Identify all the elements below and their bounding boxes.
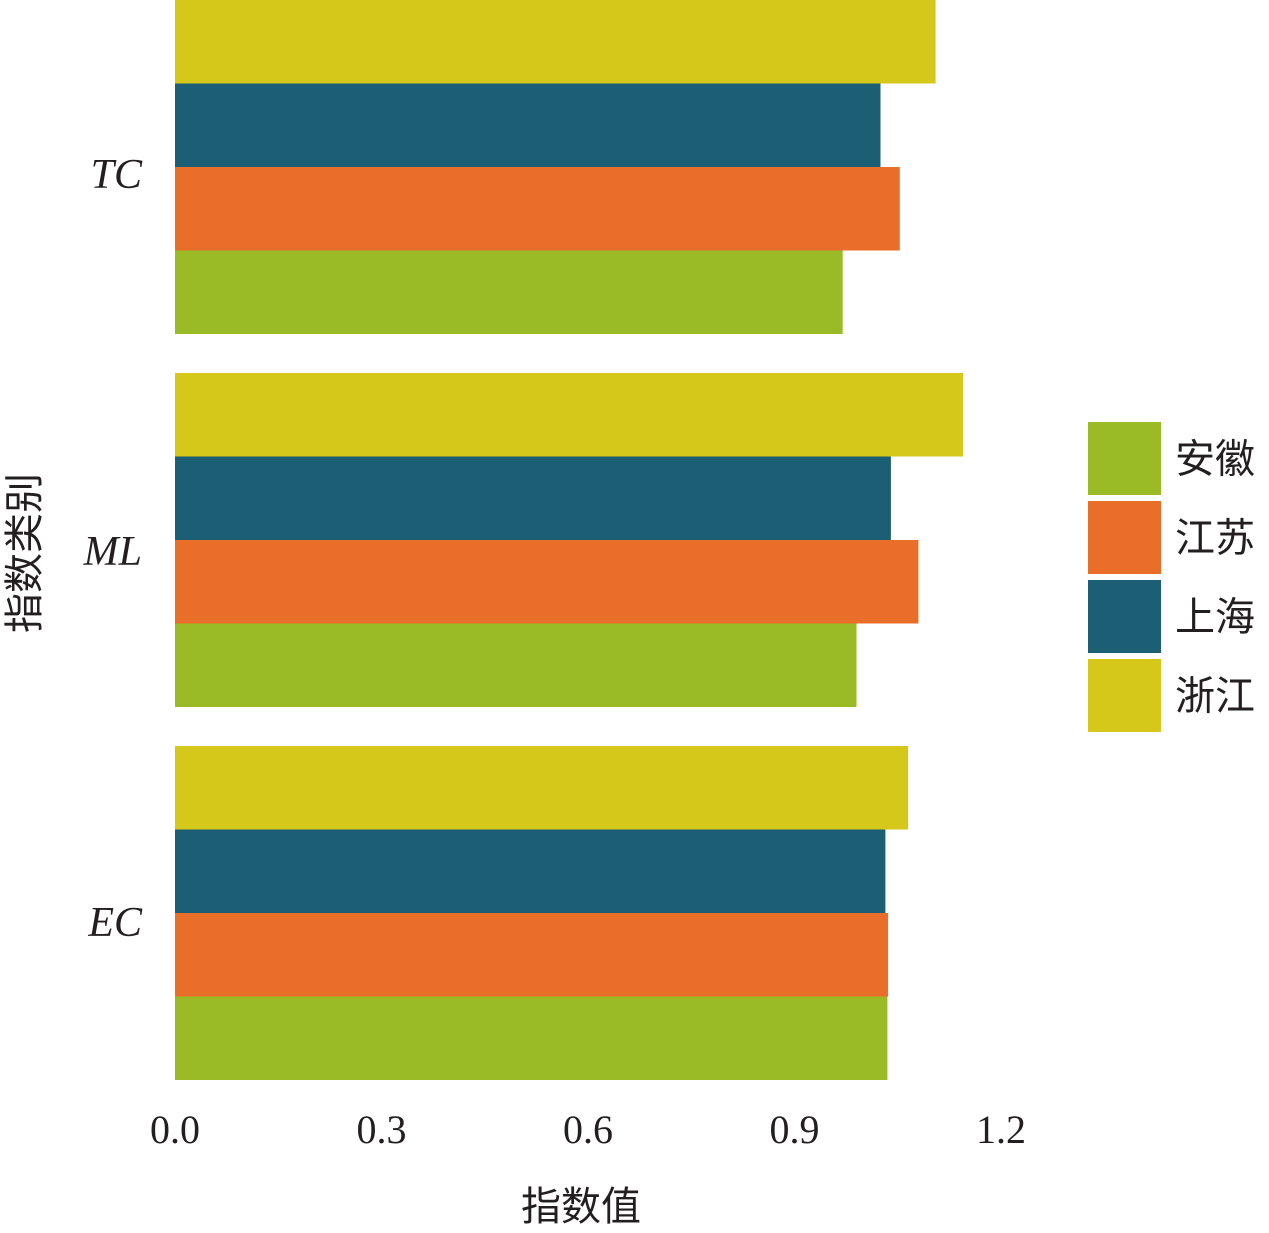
legend-label-1: 江苏 xyxy=(1175,516,1255,562)
legend-label-2: 上海 xyxy=(1175,595,1255,641)
x-axis-title: 指数值 xyxy=(521,1184,641,1230)
bar-ec-1 xyxy=(175,913,889,997)
legend-key-0 xyxy=(1088,422,1161,495)
x-tick-label: 0.6 xyxy=(563,1107,613,1152)
bar-tc-0 xyxy=(175,250,843,334)
legend-key-3 xyxy=(1088,659,1161,732)
category-label-ec: EC xyxy=(87,900,143,946)
bar-ml-1 xyxy=(175,540,919,624)
bar-ec-3 xyxy=(175,746,909,830)
category-label-tc: TC xyxy=(91,152,143,198)
bars-group xyxy=(175,0,964,1080)
bar-ml-2 xyxy=(175,456,891,540)
x-tick-label: 0.0 xyxy=(150,1107,200,1152)
legend-label-0: 安徽 xyxy=(1175,437,1255,483)
x-tick-label: 0.3 xyxy=(357,1107,407,1152)
legend-label-3: 浙江 xyxy=(1175,674,1255,720)
bar-ec-0 xyxy=(175,996,888,1080)
bar-ml-0 xyxy=(175,623,857,707)
bar-tc-3 xyxy=(175,0,936,84)
x-axis-tick-labels: 0.0 0.3 0.6 0.9 1.2 xyxy=(150,1107,1026,1152)
bar-ml-3 xyxy=(175,373,964,457)
x-tick-label: 0.9 xyxy=(770,1107,820,1152)
x-tick-label: 1.2 xyxy=(976,1107,1026,1152)
bar-tc-1 xyxy=(175,167,900,251)
category-label-ml: ML xyxy=(83,529,142,575)
bar-tc-2 xyxy=(175,83,881,167)
y-axis-title: 指数类别 xyxy=(2,473,48,633)
legend-key-1 xyxy=(1088,501,1161,574)
bar-ec-2 xyxy=(175,829,886,913)
category-labels: EC ML TC xyxy=(83,152,143,946)
legend-key-2 xyxy=(1088,580,1161,653)
